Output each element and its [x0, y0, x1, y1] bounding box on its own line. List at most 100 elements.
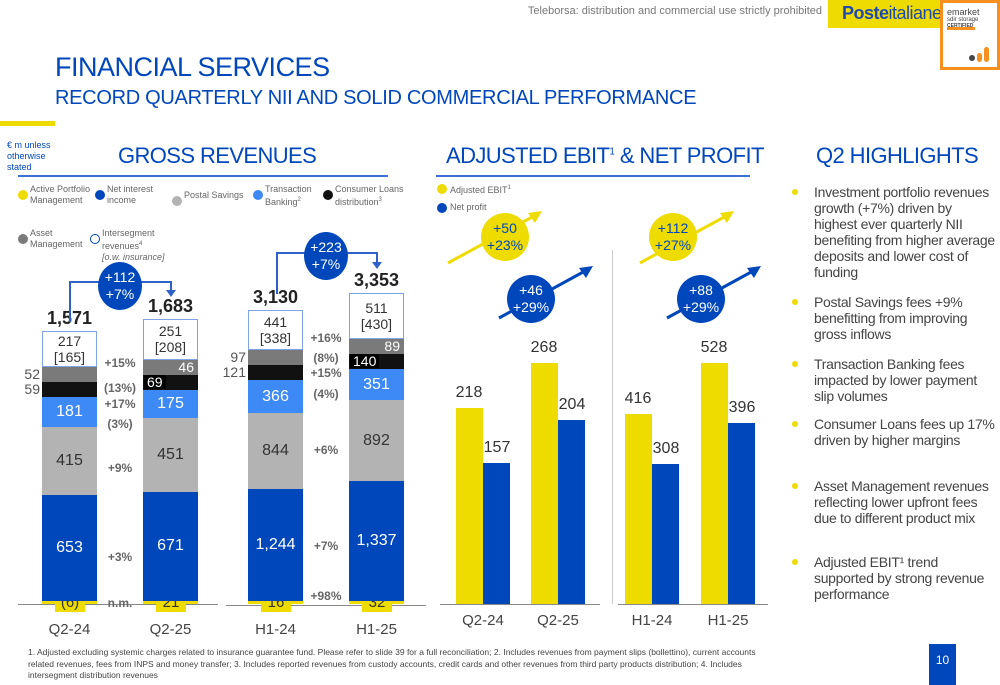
legend-text: Postal Savings — [184, 190, 244, 200]
transaction-banking-segment: 366 — [248, 380, 303, 414]
highlight-item: Transaction Banking fees impacted by low… — [792, 356, 998, 404]
postal-savings-segment: 415 — [42, 426, 97, 495]
growth-label: +98% — [310, 589, 342, 603]
growth-label: +3% — [107, 550, 133, 564]
asset-management-segment — [42, 367, 97, 383]
emarket-certified: CERTIFIED — [947, 23, 974, 29]
axis-line — [618, 604, 768, 605]
bubble-text: +112 — [657, 220, 689, 236]
transaction-banking-segment: 351 — [349, 368, 404, 401]
legend-swatch-icon — [18, 234, 28, 244]
net-interest-income-segment: 1,337 — [349, 480, 404, 601]
intersegment-segment: 441 [338] — [248, 310, 303, 351]
growth-bubble: +112 +7% — [98, 262, 142, 310]
footnote-ref: 4 — [139, 241, 143, 247]
growth-bubble: +50 +23% — [481, 213, 529, 261]
segment-label: 89 — [381, 338, 403, 353]
growth-label: (4%) — [313, 387, 339, 401]
growth-label: +15% — [310, 366, 342, 380]
intersegment-segment: 217 [165] — [42, 331, 97, 368]
insurance-value: [430] — [360, 315, 393, 332]
growth-label: (13%) — [103, 381, 136, 395]
net-profit-value: 204 — [558, 396, 586, 414]
highlight-item: Asset Management revenues reflecting low… — [792, 478, 998, 526]
growth-label: +17% — [104, 397, 136, 411]
arrow-down-icon — [166, 290, 176, 297]
x-axis-label: Q2-25 — [149, 621, 192, 638]
poste-italiane-logo: Posteitaliane — [828, 0, 942, 28]
legend-text: Adjusted EBIT — [450, 185, 508, 195]
axis-line — [18, 604, 218, 605]
ebit-bar — [531, 362, 558, 604]
growth-bubble: +88 +29% — [677, 275, 725, 323]
insurance-value: [165] — [53, 349, 86, 366]
bubble-text: +29% — [682, 299, 720, 315]
net-profit-value: 308 — [652, 439, 680, 457]
net-interest-income-segment: 671 — [143, 491, 198, 601]
page-number: 10 — [929, 644, 956, 685]
legend-note: [o.w. insurance] — [102, 252, 165, 262]
emarket-bars-icon — [969, 47, 989, 62]
ebit-bar — [456, 407, 483, 604]
net-profit-bar — [558, 420, 585, 604]
growth-label: +16% — [310, 331, 342, 345]
ebit-value: 416 — [624, 390, 652, 408]
connector-line — [170, 281, 172, 290]
net-profit-bar — [728, 423, 755, 604]
net-profit-value: 157 — [483, 438, 511, 456]
x-axis-label: H1-24 — [255, 621, 296, 638]
highlight-item: Consumer Loans fees up 17% driven by hig… — [792, 416, 998, 448]
accent-bar — [0, 121, 55, 126]
legend-label: Active Portfolio Management — [30, 184, 105, 206]
legend-label: Adjusted EBIT1 — [450, 183, 511, 196]
highlight-item: Investment portfolio revenues growth (+7… — [792, 184, 998, 280]
legend-swatch-icon — [437, 184, 447, 194]
intersegment-segment: 251 [208] — [143, 318, 198, 360]
axis-line — [226, 605, 426, 606]
net-interest-income-segment: 1,244 — [248, 489, 303, 601]
growth-bubble: +112 +27% — [649, 213, 697, 261]
group-divider — [612, 250, 613, 604]
growth-label: +6% — [313, 443, 339, 457]
x-axis-label: H1-25 — [707, 612, 749, 629]
segment-label: 59 — [24, 381, 40, 398]
bubble-text: +23% — [486, 237, 524, 253]
ebit-bar — [625, 414, 652, 604]
unit-note: € m unless otherwise stated — [7, 140, 51, 172]
divider — [18, 175, 388, 177]
legend-swatch-icon — [253, 190, 263, 200]
divider — [436, 175, 750, 177]
x-axis-label: H1-24 — [631, 612, 673, 629]
legend-text: Consumer Loans distribution — [335, 184, 404, 207]
connector-line — [69, 281, 71, 322]
legend-swatch-icon — [18, 190, 28, 200]
x-axis-label: Q2-25 — [537, 612, 579, 629]
page-title: FINANCIAL SERVICES — [55, 52, 330, 82]
legend-swatch-icon — [437, 203, 447, 213]
intersegment-segment: 511 [430] — [349, 292, 404, 339]
bubble-text: +223 — [310, 239, 342, 255]
net-profit-bar — [652, 463, 679, 604]
intersegment-value: 511 — [365, 299, 388, 316]
intersegment-value: 441 — [263, 314, 288, 331]
segment-label: 52 — [24, 366, 40, 383]
highlight-item: Adjusted EBIT¹ trend supported by strong… — [792, 554, 998, 602]
growth-label: (8%) — [313, 351, 339, 365]
total-value: 3,353 — [353, 269, 400, 290]
consumer-loans-segment — [248, 365, 303, 381]
legend-text: Active Portfolio Management — [30, 184, 91, 205]
intersegment-value: 251 — [158, 323, 183, 340]
legend-swatch-icon — [95, 190, 105, 200]
insurance-value: [338] — [259, 330, 292, 347]
growth-label: n.m. — [107, 596, 133, 610]
watermark-text: Teleborsa: distribution and commercial u… — [527, 5, 822, 17]
bubble-text: +29% — [512, 299, 550, 315]
bubble-text: +50 — [493, 220, 517, 236]
page-subtitle: RECORD QUARTERLY NII AND SOLID COMMERCIA… — [55, 87, 697, 109]
emarket-sub: sdir storage — [947, 17, 979, 23]
ebit-heading: ADJUSTED EBIT1 & NET PROFIT — [446, 143, 764, 168]
footnote-ref: 1 — [507, 185, 511, 191]
growth-label: +9% — [107, 461, 133, 475]
segment-label: 97 — [230, 349, 246, 366]
segment-label: 69 — [144, 374, 166, 389]
